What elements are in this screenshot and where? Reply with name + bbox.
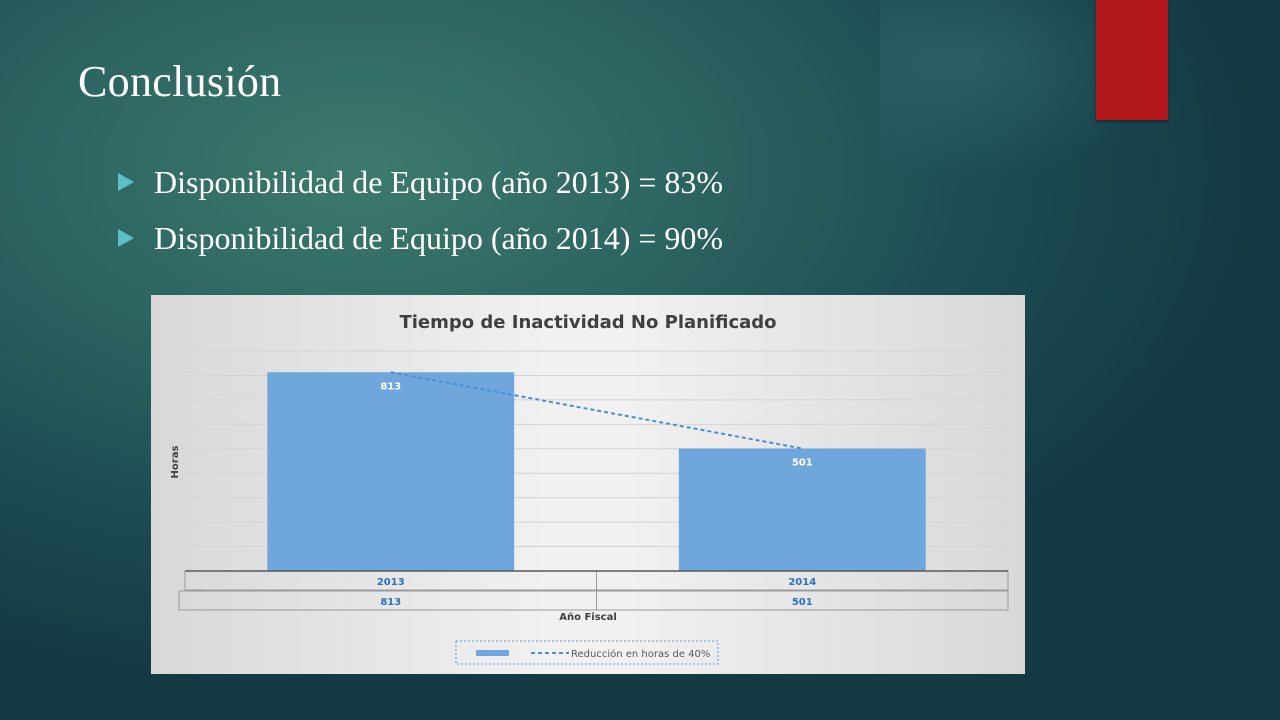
data-label-2014: 501	[792, 458, 813, 469]
legend-label: Reducción en horas de 40%	[571, 648, 710, 660]
table-row-frame	[178, 590, 1009, 611]
bars	[267, 372, 926, 571]
data-label-2013: 813	[380, 381, 401, 392]
bullet-text: Disponibilidad de Equipo (año 2013) = 83…	[154, 164, 724, 200]
data-table: 2013 2014 813 501	[178, 570, 1009, 611]
data-labels: 813 501	[380, 381, 812, 468]
x-axis-label: Año Fiscal	[559, 612, 617, 623]
bar-2013	[267, 372, 515, 571]
chart-svg: Tiempo de Inactividad No Planificado 813…	[170, 312, 1009, 665]
tick-label-2014: 2014	[788, 577, 816, 588]
triangle-bullet-icon	[118, 173, 134, 191]
triangle-bullet-icon	[118, 229, 134, 247]
y-axis-label: Horas	[170, 446, 181, 479]
legend-bar-swatch	[476, 650, 509, 656]
legend-frame	[455, 640, 719, 665]
table-value-2013: 813	[380, 597, 401, 608]
accent-bar	[1096, 0, 1168, 120]
bullet-text: Disponibilidad de Equipo (año 2014) = 90…	[154, 220, 724, 256]
slide-title: Conclusión	[78, 57, 282, 106]
bar-2014	[678, 448, 926, 571]
table-value-2014: 501	[792, 597, 813, 608]
bullet-item: Disponibilidad de Equipo (año 2013) = 83…	[118, 160, 723, 216]
legend: Reducción en horas de 40%	[455, 640, 719, 665]
bullet-item: Disponibilidad de Equipo (año 2014) = 90…	[118, 216, 723, 272]
chart: Tiempo de Inactividad No Planificado 813…	[151, 295, 1025, 674]
bullet-list: Disponibilidad de Equipo (año 2013) = 83…	[118, 160, 723, 272]
chart-title: Tiempo de Inactividad No Planificado	[399, 312, 776, 333]
tick-label-2013: 2013	[377, 577, 405, 588]
background-glow	[880, 0, 1280, 260]
